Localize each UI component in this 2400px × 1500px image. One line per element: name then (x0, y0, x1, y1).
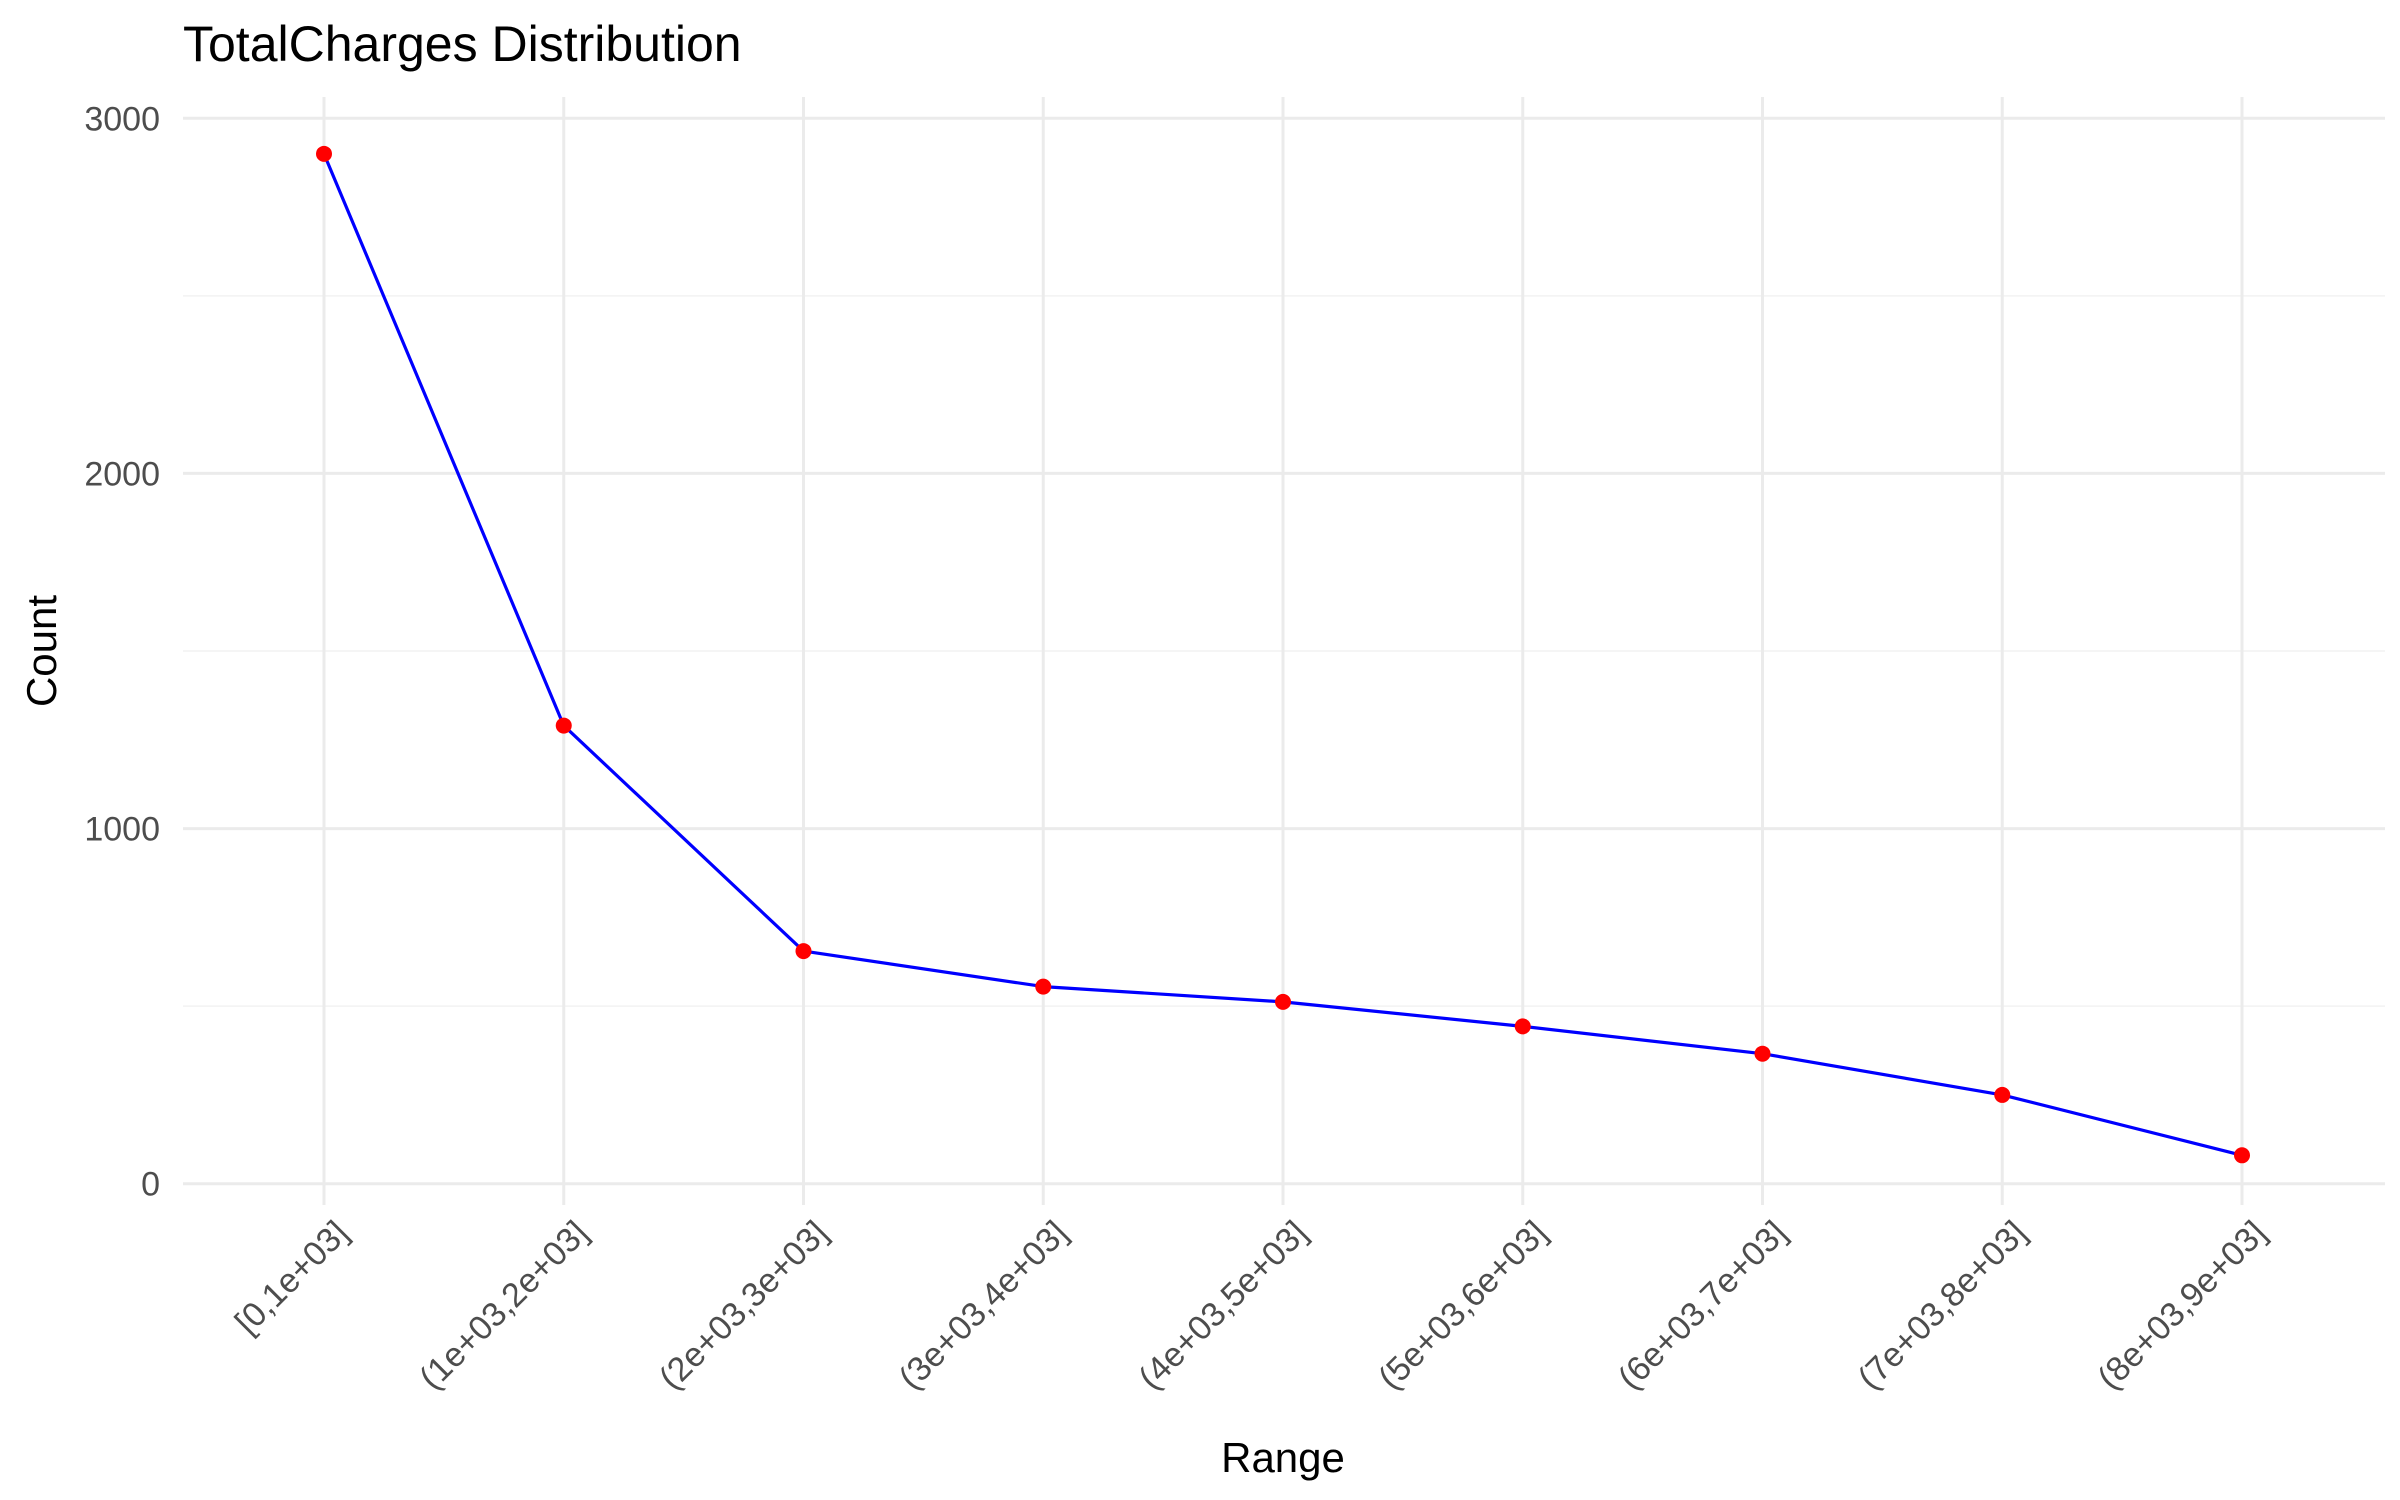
data-point (795, 943, 812, 960)
x-tick-label: (8e+03,9e+03] (2090, 1214, 2273, 1397)
y-tick-label: 2000 (84, 455, 160, 493)
x-tick-label: (7e+03,8e+03] (1851, 1214, 2034, 1397)
x-axis-title: Range (1221, 1434, 1345, 1481)
data-point (1754, 1045, 1771, 1062)
chart-title: TotalCharges Distribution (183, 16, 742, 72)
data-point (555, 717, 572, 734)
y-tick-label: 3000 (84, 100, 160, 138)
x-axis-tick-labels: [0,1e+03] (1e+03,2e+03] (2e+03,3e+03] (3e+0… (228, 1214, 2274, 1397)
x-tick-label: (2e+03,3e+03] (652, 1214, 835, 1397)
data-point (1994, 1086, 2011, 1103)
grid (183, 97, 2385, 1205)
x-tick-label: (3e+03,4e+03] (892, 1214, 1075, 1397)
x-tick-label: [0,1e+03] (228, 1214, 356, 1342)
data-point (316, 145, 332, 162)
data-point (2234, 1147, 2250, 1164)
y-axis-tick-labels: 0 1000 2000 3000 (84, 100, 160, 1203)
y-axis-title: Count (18, 595, 65, 707)
data-point (1035, 978, 1052, 995)
x-tick-label: (4e+03,5e+03] (1131, 1214, 1314, 1397)
data-point (1275, 993, 1291, 1010)
x-tick-label: (6e+03,7e+03] (1611, 1214, 1794, 1397)
x-tick-label: (5e+03,6e+03] (1371, 1214, 1554, 1397)
data-point (1514, 1018, 1531, 1035)
y-tick-label: 0 (141, 1166, 160, 1204)
x-tick-label: (1e+03,2e+03] (412, 1214, 595, 1397)
data-points (316, 145, 2250, 1164)
y-tick-label: 1000 (84, 811, 160, 849)
